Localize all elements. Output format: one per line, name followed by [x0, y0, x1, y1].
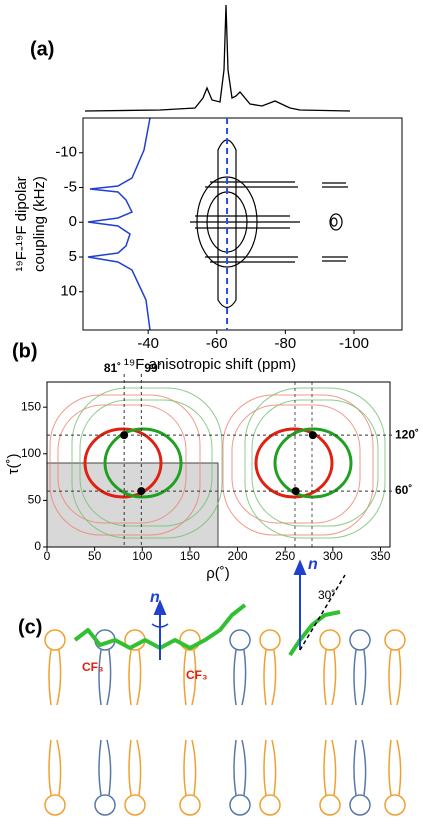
lipid-head [384, 794, 406, 816]
plot-frame-b [46, 381, 391, 548]
point [120, 431, 129, 440]
guide-label: 120˚ [395, 427, 419, 441]
y-axis-label: τ(˚) [5, 454, 22, 475]
y-tick-label: -5 [64, 178, 77, 195]
lipid-head [349, 794, 371, 816]
projection-left [87, 117, 151, 331]
lipid-tail [128, 649, 142, 706]
plot-frame [82, 117, 403, 331]
panel-label: (c) [18, 616, 42, 638]
lipid-tail [48, 739, 62, 796]
x-axis-label: ¹⁹F anisotropic shift (ppm) [124, 356, 296, 373]
panel-label: (a) [30, 38, 54, 60]
lipid-tail [263, 649, 277, 706]
lipid-tail [353, 739, 367, 796]
lipid-tail [388, 649, 402, 706]
lipid-tail [353, 649, 367, 706]
lipid-tail [183, 649, 197, 706]
point [308, 431, 317, 440]
x-tick-label: 200 [228, 549, 248, 563]
y-axis-label: coupling (kHz) [31, 176, 48, 272]
guide-label: 60˚ [395, 483, 412, 497]
lipid-tail [233, 649, 247, 706]
lipid-tail [323, 649, 337, 706]
point [291, 487, 300, 496]
contours [190, 139, 348, 309]
y-tick-label: 5 [69, 248, 77, 265]
contours-b [49, 382, 386, 547]
angle-label: 30˚ [318, 588, 335, 602]
shaded-region [46, 462, 219, 548]
lipid-tail [183, 739, 197, 796]
lipid-head [179, 794, 201, 816]
lipid-head [44, 794, 66, 816]
guide-label: 81˚ [104, 361, 121, 375]
x-tick-label: 100 [132, 549, 152, 563]
y-tick-label: 0 [34, 539, 41, 553]
lipid-tail [233, 739, 247, 796]
x-tick-label: 350 [370, 549, 390, 563]
normal-arrows [151, 559, 346, 660]
lipid-head [349, 629, 371, 651]
lipid-head [229, 629, 251, 651]
lipid-head [44, 629, 66, 651]
lipid-tail [48, 649, 62, 706]
group-label: CF₃ [186, 668, 208, 682]
lipid-head [229, 794, 251, 816]
lipid-tail [98, 739, 112, 796]
membrane [44, 629, 406, 816]
y-tick-label: 150 [21, 399, 41, 413]
lipid-head [124, 794, 146, 816]
panel-label: (b) [12, 340, 38, 362]
lipid-head [259, 629, 281, 651]
lipid-tail [98, 649, 112, 706]
lipid-head [319, 794, 341, 816]
lipid-tail [323, 739, 337, 796]
guide-label: 99˚ [144, 361, 161, 375]
y-tick-label: -10 [55, 144, 77, 161]
y-tick-label: 100 [21, 446, 41, 460]
normal-label: n [150, 589, 160, 606]
point [137, 487, 146, 496]
lipid-tail [388, 739, 402, 796]
x-tick-label: 50 [88, 549, 102, 563]
x-tick-label: 0 [44, 549, 51, 563]
lipid-tail [263, 739, 277, 796]
x-tick-label: -80 [275, 335, 297, 352]
normal-label: n [308, 556, 318, 573]
lipid-head [259, 794, 281, 816]
y-axis-label: ¹⁹F-¹⁹F dipolar [13, 176, 30, 271]
x-tick-label: -60 [206, 335, 228, 352]
group-label: CF₃ [82, 660, 104, 674]
x-tick-label: 250 [275, 549, 295, 563]
x-tick-label: 150 [180, 549, 200, 563]
y-tick-label: 50 [28, 493, 42, 507]
y-tick-label: 0 [69, 213, 77, 230]
projection-top [84, 4, 351, 112]
x-axis-label: ρ(˚) [206, 565, 230, 582]
x-tick-label: -100 [339, 335, 369, 352]
lipid-head [319, 629, 341, 651]
lipid-head [94, 794, 116, 816]
x-tick-label: 300 [323, 549, 343, 563]
lipid-tail [128, 739, 142, 796]
x-tick-label: -40 [137, 335, 159, 352]
y-tick-label: 10 [60, 283, 77, 300]
lipid-head [384, 629, 406, 651]
